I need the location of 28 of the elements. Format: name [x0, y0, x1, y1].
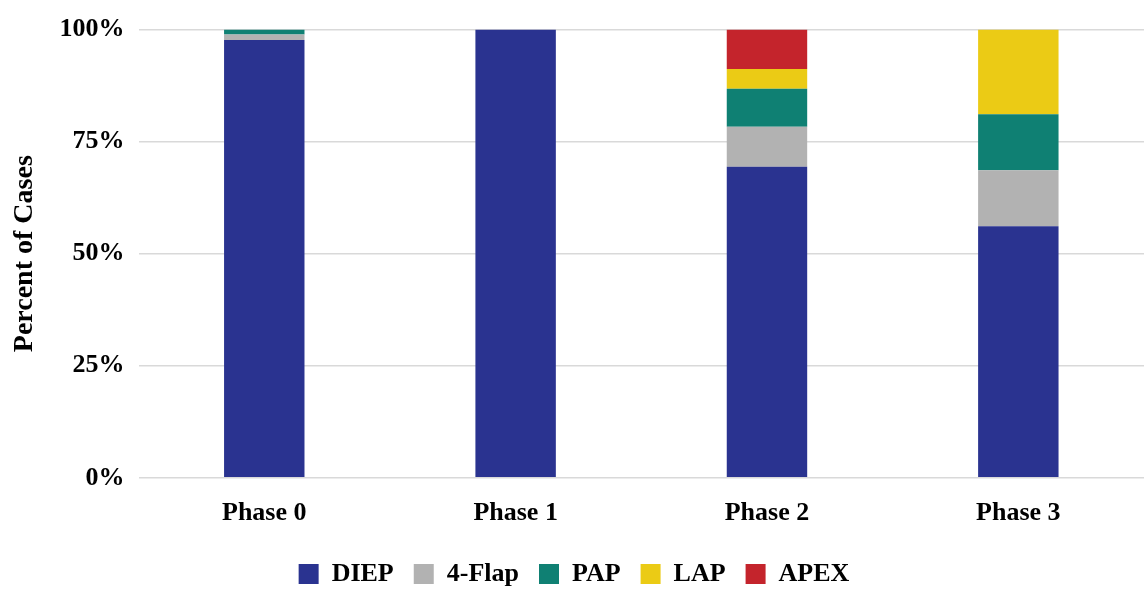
x-tick-label: Phase 0 [222, 497, 307, 527]
y-tick-label: 25% [72, 349, 125, 379]
bar [978, 226, 1059, 478]
bar [224, 39, 305, 478]
y-tick-label: 0% [85, 461, 125, 491]
legend-label: APEX [778, 557, 850, 587]
bar [224, 29, 305, 35]
x-tick-label: Phase 2 [724, 497, 810, 527]
y-tick-label: 50% [72, 237, 125, 267]
bar [726, 88, 808, 127]
bar [978, 114, 1059, 171]
y-axis-title: Percent of Cases [7, 155, 39, 353]
bar [726, 29, 808, 70]
legend-label: PAP [571, 557, 621, 587]
x-tick-label: Phase 1 [473, 497, 558, 527]
y-tick-label: 75% [72, 125, 125, 155]
bar [978, 29, 1059, 115]
legend-label: DIEP [331, 557, 394, 587]
legend-label: 4-Flap [446, 557, 519, 587]
bar [978, 170, 1059, 227]
x-tick-label: Phase 3 [976, 497, 1061, 527]
bar [726, 126, 808, 167]
bar [726, 69, 808, 89]
bar [726, 166, 808, 478]
y-tick-label: 100% [59, 13, 125, 43]
bar [224, 34, 305, 40]
bar [475, 29, 556, 478]
legend-label: LAP [673, 557, 726, 587]
